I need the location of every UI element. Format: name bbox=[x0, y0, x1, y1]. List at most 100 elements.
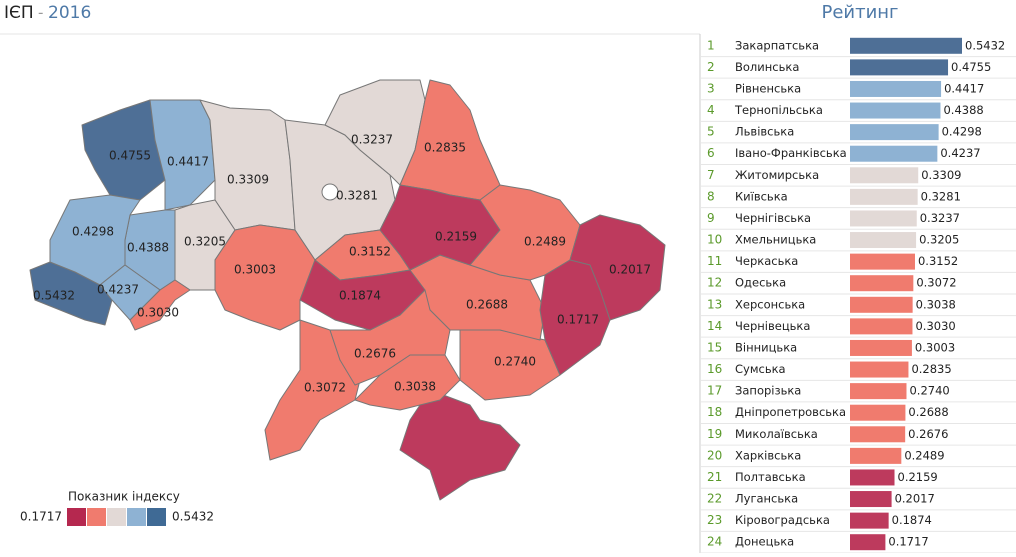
value-label: 0.3309 bbox=[921, 168, 961, 182]
ranking: 1 Закарпатська 0.5432 2 Волинська 0.4755 3 Рівн… bbox=[700, 37, 1016, 554]
rank: 17 bbox=[707, 384, 722, 398]
value-label: 0.3072 bbox=[916, 276, 956, 290]
bar bbox=[850, 80, 942, 97]
bar bbox=[850, 534, 886, 551]
region bbox=[49, 194, 141, 286]
region bbox=[539, 259, 611, 376]
region-name: Одеська bbox=[735, 276, 786, 290]
value-label: 0.3152 bbox=[918, 254, 958, 268]
title: ІЄП bbox=[4, 3, 34, 23]
region-label: 0.2740 bbox=[494, 355, 536, 369]
value-label: 0.2835 bbox=[911, 362, 951, 376]
region-name: Хмельницька bbox=[735, 233, 816, 247]
rank: 12 bbox=[707, 276, 722, 290]
bar bbox=[850, 512, 889, 529]
rank: 13 bbox=[707, 297, 722, 311]
crimea bbox=[399, 389, 521, 501]
region-name: Житомирська bbox=[735, 168, 819, 182]
bar bbox=[850, 145, 938, 162]
rank: 11 bbox=[707, 254, 722, 268]
rank: 22 bbox=[707, 492, 722, 506]
rank: 9 bbox=[707, 211, 715, 225]
region-name: Полтавська bbox=[735, 470, 806, 484]
rank: 2 bbox=[707, 60, 715, 74]
legend-swatch bbox=[127, 508, 146, 526]
value-label: 0.4298 bbox=[942, 125, 982, 139]
region-label: 0.1717 bbox=[557, 313, 599, 327]
region-name: Сумська bbox=[735, 362, 786, 376]
region-label: 0.2676 bbox=[354, 347, 396, 361]
value-label: 0.2676 bbox=[908, 427, 948, 441]
region-label: 0.3030 bbox=[137, 306, 179, 320]
region-name: Київська bbox=[735, 189, 788, 203]
region-label: 0.2017 bbox=[609, 263, 651, 277]
legend-swatch bbox=[87, 508, 106, 526]
region-label: 0.3038 bbox=[394, 380, 436, 394]
rank: 10 bbox=[707, 233, 722, 247]
rank: 16 bbox=[707, 362, 722, 376]
value-label: 0.2159 bbox=[898, 470, 938, 484]
value-label: 0.3205 bbox=[919, 233, 959, 247]
region-label: 0.1874 bbox=[339, 289, 381, 303]
region-label: 0.3309 bbox=[227, 173, 269, 187]
rank: 23 bbox=[707, 513, 722, 527]
bar bbox=[850, 253, 915, 270]
bar bbox=[850, 491, 892, 508]
region-name: Дніпропетровська bbox=[735, 405, 846, 419]
value-label: 0.3003 bbox=[915, 340, 955, 354]
rank: 1 bbox=[707, 38, 715, 52]
rank: 4 bbox=[707, 103, 715, 117]
region bbox=[299, 259, 426, 331]
region-name: Кіровоградська bbox=[735, 513, 830, 527]
region-label: 0.2159 bbox=[435, 230, 477, 244]
region-name: Волинська bbox=[735, 60, 799, 74]
value-label: 0.1874 bbox=[892, 513, 932, 527]
year: 2016 bbox=[48, 3, 91, 23]
region-name: Донецька bbox=[735, 535, 794, 549]
region-label: 0.2489 bbox=[524, 235, 566, 249]
region-name: Миколаївська bbox=[735, 427, 818, 441]
region-name: Івано-Франківська bbox=[735, 146, 847, 160]
value-label: 0.2740 bbox=[909, 384, 949, 398]
legend-min: 0.1717 bbox=[20, 510, 62, 524]
value-label: 0.2017 bbox=[895, 492, 935, 506]
bar bbox=[850, 37, 962, 54]
region bbox=[379, 184, 501, 271]
value-label: 0.4237 bbox=[940, 146, 980, 160]
region-label: 0.4298 bbox=[72, 225, 114, 239]
rank: 24 bbox=[707, 535, 722, 549]
region-name: Тернопільська bbox=[734, 103, 823, 117]
region-name: Львівська bbox=[735, 125, 794, 139]
value-label: 0.4388 bbox=[943, 103, 983, 117]
region-label: 0.4755 bbox=[109, 149, 151, 163]
bar bbox=[850, 318, 913, 335]
rank: 14 bbox=[707, 319, 722, 333]
region-label: 0.4388 bbox=[127, 241, 169, 255]
region bbox=[214, 224, 316, 331]
bar bbox=[850, 339, 912, 356]
bar bbox=[850, 361, 909, 378]
rank: 6 bbox=[707, 146, 715, 160]
region-label: 0.3072 bbox=[304, 381, 346, 395]
bar bbox=[850, 59, 949, 76]
legend-swatch bbox=[67, 508, 86, 526]
bar bbox=[850, 383, 907, 400]
kyiv-city bbox=[321, 183, 339, 201]
region-label: 0.3003 bbox=[234, 263, 276, 277]
region-label: 0.5432 bbox=[33, 289, 75, 303]
region-name: Запорізька bbox=[735, 384, 801, 398]
legend-swatch bbox=[107, 508, 126, 526]
bar bbox=[850, 124, 939, 141]
bar bbox=[850, 102, 941, 119]
region-label: 0.2835 bbox=[424, 141, 466, 155]
value-label: 0.2688 bbox=[908, 405, 948, 419]
region-label: 0.3205 bbox=[184, 235, 226, 249]
bar bbox=[850, 404, 906, 421]
region-name: Вінницька bbox=[735, 340, 797, 354]
bar bbox=[850, 275, 914, 292]
rank: 15 bbox=[707, 340, 722, 354]
separator: - bbox=[38, 4, 43, 22]
legend-swatch bbox=[147, 508, 166, 526]
region-name: Чернігівська bbox=[735, 211, 811, 225]
region-name: Херсонська bbox=[735, 297, 805, 311]
